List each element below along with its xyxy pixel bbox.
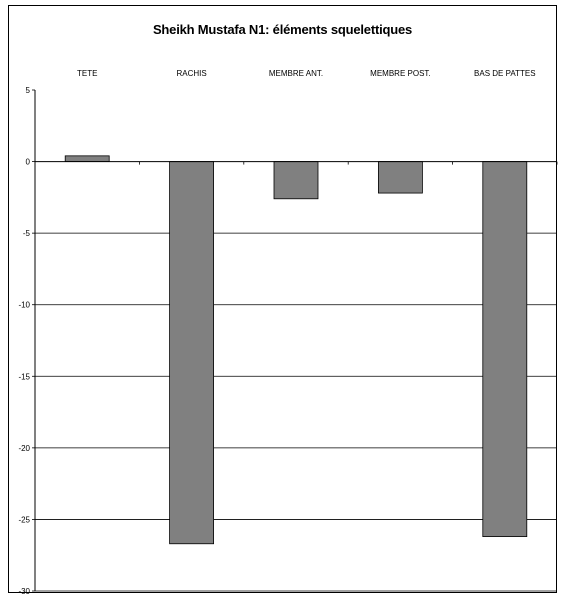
gridlines — [35, 232, 557, 592]
category-label: BAS DE PATTES — [474, 69, 536, 78]
bars — [64, 155, 528, 545]
y-tick-label: -15 — [18, 372, 30, 381]
y-tick-label: 5 — [26, 86, 31, 95]
y-tick-label: -10 — [18, 301, 30, 310]
bar-bas-de-pattes — [482, 161, 528, 538]
axes — [32, 89, 558, 592]
bar-rachis — [169, 161, 215, 545]
y-tick-label: -5 — [23, 229, 31, 238]
labels: 5 0 -5 -10 -15 -20 -25 -30 TETE RACHIS MEMBRE ANT.… — [18, 69, 535, 594]
bar-membre-post- — [377, 161, 423, 194]
y-tick-label: -20 — [18, 444, 30, 453]
chart-frame: Sheikh Mustafa N1: éléments squelettique… — [8, 5, 558, 594]
y-tick-label: -30 — [18, 587, 30, 594]
y-tick-label: -25 — [18, 515, 30, 524]
plot-area: 5 0 -5 -10 -15 -20 -25 -30 TETE RACHIS MEMBRE ANT.… — [18, 69, 558, 594]
bar-tete — [64, 155, 110, 162]
category-label: RACHIS — [176, 69, 206, 78]
bar-membre-ant- — [273, 161, 319, 200]
category-label: MEMBRE POST. — [370, 69, 430, 78]
y-tick-label: 0 — [26, 158, 31, 167]
category-label: MEMBRE ANT. — [269, 69, 323, 78]
category-label: TETE — [77, 69, 97, 78]
chart-title: Sheikh Mustafa N1: éléments squelettique… — [152, 22, 413, 37]
